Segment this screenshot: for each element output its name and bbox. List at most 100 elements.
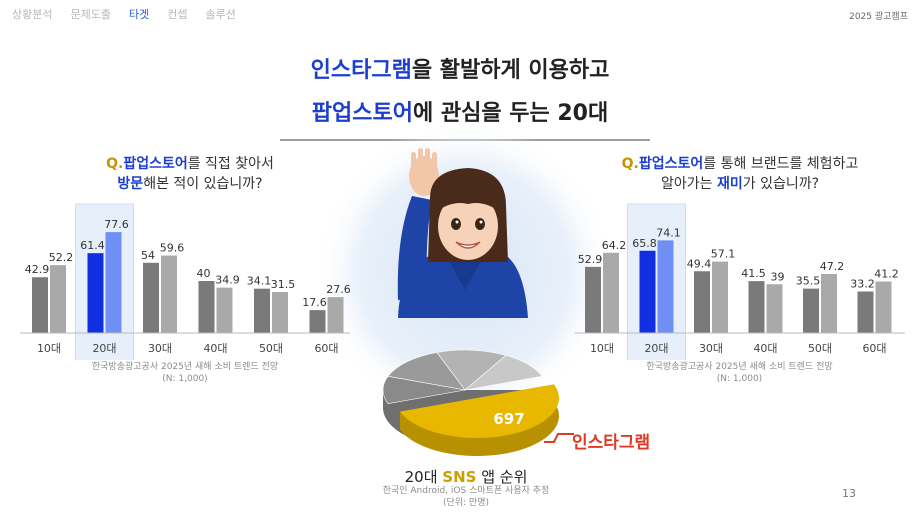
bar-30대-s2 bbox=[161, 255, 177, 333]
headline-accent-1: 인스타그램 bbox=[310, 58, 412, 83]
data-label: 17.6 bbox=[302, 296, 327, 309]
data-label: 74.1 bbox=[656, 226, 681, 239]
bar-10대-s2 bbox=[50, 265, 66, 333]
bar-50대-s2 bbox=[272, 292, 288, 333]
highlight-band bbox=[75, 203, 134, 360]
headline-accent-2: 팝업스토어 bbox=[311, 101, 413, 126]
tick-label-60대: 60대 bbox=[314, 342, 338, 355]
pie-slice-other bbox=[387, 352, 466, 391]
bar-20대-s2 bbox=[657, 240, 674, 333]
sns-title-pre: 20대 bbox=[404, 468, 443, 486]
right-q-text2: 가 있습니까? bbox=[742, 176, 820, 192]
bar-60대-s1 bbox=[857, 291, 874, 333]
bar-30대-s1 bbox=[143, 262, 159, 333]
page-number: 13 bbox=[842, 487, 856, 500]
bar-50대-s1 bbox=[254, 288, 270, 333]
nav-item-situation[interactable]: 상황분석 bbox=[12, 8, 53, 21]
pie-slice-other bbox=[436, 349, 507, 391]
nav-item-target[interactable]: 타겟 bbox=[128, 8, 150, 21]
right-chart-source: 한국방송광고공사 2025년 새해 소비 트렌드 전망 (N: 1,000) bbox=[612, 361, 867, 385]
tick-label-40대: 40대 bbox=[753, 342, 777, 355]
bar-20대-s1 bbox=[639, 250, 656, 333]
right-question: Q.팝업스토어를 통해 브랜드를 체험하고 알아가는 재미가 있습니까? bbox=[590, 154, 890, 194]
sns-chart-title: 20대 SNS 앱 순위 bbox=[356, 466, 576, 487]
left-bar-chart: 42.952.2 10대 61.4 77.6 20대 54 59.6 30대 40 34.9 40대… bbox=[20, 203, 351, 360]
left-question: Q.팝업스토어를 직접 찾아서 방문해본 적이 있습니까? bbox=[60, 154, 320, 194]
right-source-line2: (N: 1,000) bbox=[716, 374, 763, 384]
bar-60대-s2 bbox=[875, 281, 892, 333]
bar-60대-s2 bbox=[327, 297, 344, 333]
data-label: 77.6 bbox=[104, 218, 129, 231]
data-label: 42.9 bbox=[25, 263, 50, 276]
data-label: 35.5 bbox=[796, 275, 821, 288]
sns-source-line2: (단위: 만명) bbox=[442, 498, 490, 508]
right-q-accent: 팝업스토어 bbox=[638, 156, 704, 172]
bar-10대-s2 bbox=[603, 252, 619, 333]
data-label: 40 bbox=[197, 267, 211, 280]
left-q-accent2: 방문 bbox=[117, 176, 144, 192]
data-label: 52.2 bbox=[49, 251, 74, 264]
pie-value-label: 697 bbox=[493, 410, 524, 428]
headline-line1: 인스타그램을 활발하게 이용하고 bbox=[0, 52, 920, 84]
tick-label-50대: 50대 bbox=[259, 342, 283, 355]
callout-connector bbox=[544, 433, 574, 443]
highlight-band bbox=[627, 203, 686, 360]
sns-pie-chart: 697 bbox=[382, 349, 559, 456]
sns-source-line1: 한국인 Android, iOS 스마트폰 사용자 추정 bbox=[382, 486, 550, 496]
tick-label-30대: 30대 bbox=[148, 342, 172, 355]
left-source-line2: (N: 1,000) bbox=[162, 374, 208, 384]
pie-slice-other bbox=[382, 375, 466, 405]
tick-label-50대: 50대 bbox=[808, 342, 832, 355]
left-q-text2: 해본 적이 있습니까? bbox=[143, 176, 263, 192]
data-label: 41.5 bbox=[741, 267, 766, 280]
avatar-illustration bbox=[397, 148, 528, 318]
bar-40대-s2 bbox=[766, 284, 783, 333]
data-label: 31.5 bbox=[271, 278, 296, 291]
data-label: 64.2 bbox=[602, 239, 627, 252]
left-q-mark: Q. bbox=[106, 156, 124, 172]
tick-label-60대: 60대 bbox=[862, 342, 886, 355]
right-source-line1: 한국방송광고공사 2025년 새해 소비 트렌드 전망 bbox=[646, 362, 833, 372]
instagram-callout: 인스타그램 bbox=[572, 433, 651, 453]
bar-10대-s1 bbox=[585, 266, 601, 333]
data-label: 57.1 bbox=[711, 248, 736, 261]
data-label: 27.6 bbox=[326, 283, 351, 296]
pie-slice-instagram bbox=[399, 384, 559, 438]
right-q-pre2: 알아가는 bbox=[660, 176, 717, 192]
bar-50대-s2 bbox=[821, 274, 837, 333]
data-label: 49.4 bbox=[687, 257, 712, 270]
data-label: 39 bbox=[771, 270, 785, 283]
bar-40대-s2 bbox=[216, 287, 233, 333]
bar-30대-s1 bbox=[694, 271, 710, 333]
nav-item-solution[interactable]: 솔루션 bbox=[205, 8, 236, 21]
data-label: 65.8 bbox=[632, 237, 657, 250]
data-label: 41.2 bbox=[874, 268, 899, 281]
tick-label-10대: 10대 bbox=[590, 342, 614, 355]
bar-50대-s1 bbox=[803, 288, 819, 333]
bar-20대-s1 bbox=[87, 253, 104, 333]
nav-item-concept[interactable]: 컨셉 bbox=[167, 8, 188, 21]
brand-label: 2025 광고캠프 bbox=[849, 12, 908, 22]
right-q-mark: Q. bbox=[621, 156, 639, 172]
nav-item-problem[interactable]: 문제도출 bbox=[70, 8, 111, 21]
data-label: 34.9 bbox=[215, 274, 240, 287]
left-q-text1: 를 직접 찾아서 bbox=[187, 156, 274, 172]
sns-title-post: 앱 순위 bbox=[476, 468, 528, 486]
bar-10대-s1 bbox=[32, 277, 48, 333]
tick-label-20대: 20대 bbox=[92, 342, 116, 355]
tick-label-10대: 10대 bbox=[37, 342, 61, 355]
left-chart-source: 한국방송광고공사 2025년 새해 소비 트렌드 전망 (N: 1,000) bbox=[60, 361, 310, 385]
left-source-line1: 한국방송광고공사 2025년 새해 소비 트렌드 전망 bbox=[91, 362, 279, 372]
data-label: 61.4 bbox=[80, 239, 105, 252]
sns-source: 한국인 Android, iOS 스마트폰 사용자 추정 (단위: 만명) bbox=[336, 485, 596, 509]
headline-line2: 팝업스토어에 관심을 두는 20대 bbox=[0, 95, 920, 127]
pie-slice-other bbox=[463, 355, 543, 391]
data-label: 34.1 bbox=[247, 275, 272, 288]
bar-30대-s2 bbox=[712, 261, 728, 333]
left-q-accent: 팝업스토어 bbox=[123, 156, 188, 172]
headline-text-2: 에 관심을 두는 20대 bbox=[412, 101, 609, 126]
bar-20대-s2 bbox=[105, 232, 122, 333]
tick-label-20대: 20대 bbox=[644, 342, 668, 355]
sns-title-accent: SNS bbox=[442, 468, 477, 486]
